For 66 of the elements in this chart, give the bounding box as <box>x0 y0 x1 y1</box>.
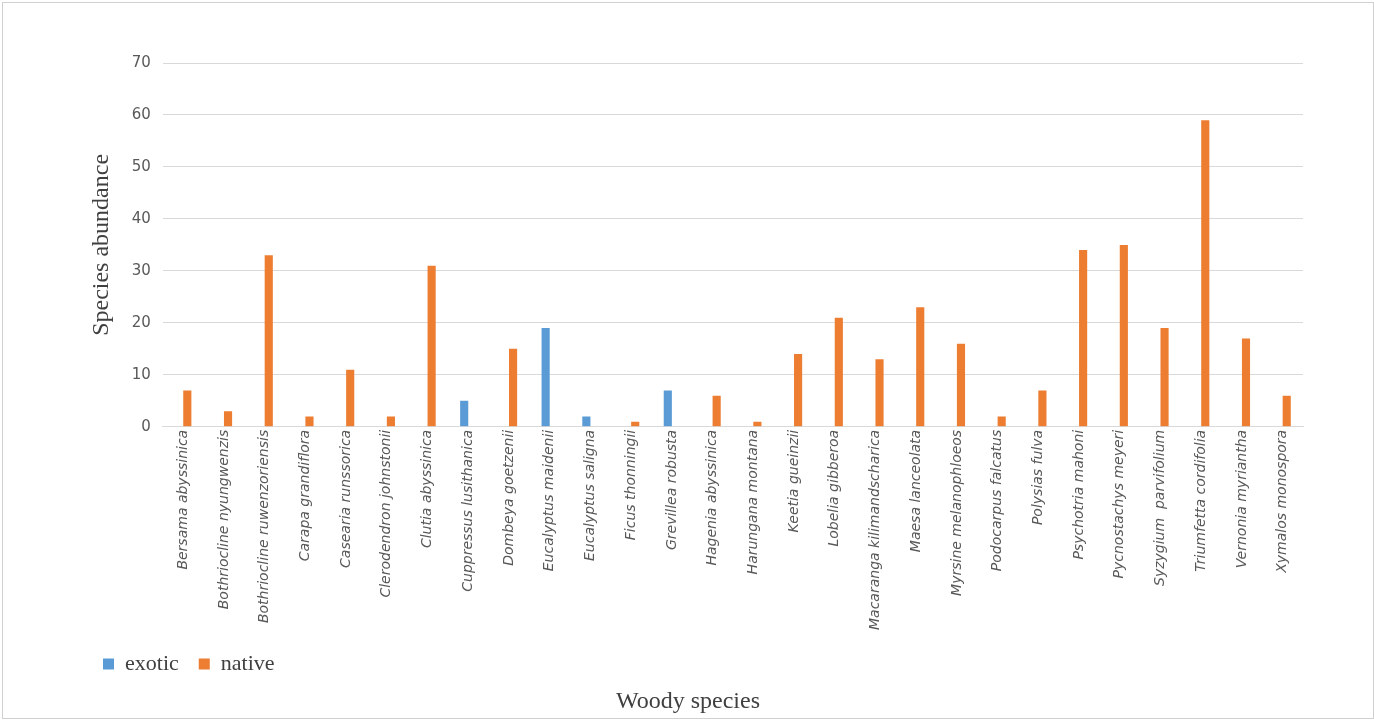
bar <box>427 265 436 427</box>
bar <box>834 317 843 427</box>
x-tick-label: Bothriocline nyungwenzis <box>214 429 231 610</box>
legend-label: exotic <box>125 649 179 675</box>
x-tick-label: Casearia runssorica <box>336 429 353 568</box>
x-tick-label: Cuppressus lusithanica <box>458 429 475 592</box>
x-tick-label: Syzygium parvifolium <box>1151 429 1168 587</box>
bar <box>1038 390 1047 427</box>
x-tick-label: Podocarpus falcatus <box>988 429 1005 572</box>
x-tick-label: Vernonia myriantha <box>1232 429 1249 569</box>
x-tick-label: Carapa grandiflora <box>296 429 313 562</box>
x-tick-label: Xymalos monospora <box>1273 429 1290 574</box>
bar <box>1160 328 1169 427</box>
x-tick-label: Eucalyptus saligna <box>581 429 598 561</box>
bar <box>582 416 591 427</box>
bar <box>1079 250 1088 427</box>
y-tick-label: 40 <box>131 208 151 227</box>
x-tick-label: Pycnostachys meyeri <box>1110 429 1127 579</box>
bar <box>183 390 192 427</box>
x-tick-label: Bersama abyssinica <box>173 429 190 570</box>
x-tick-label: Myrsine melanophloeos <box>947 429 964 596</box>
bar <box>1119 244 1128 427</box>
bar <box>223 411 233 427</box>
bar <box>460 400 469 427</box>
bar <box>1201 120 1210 427</box>
x-tick-label: Harungana montana <box>743 429 760 575</box>
bar <box>997 416 1006 427</box>
x-tick-label: Macaranga kilimandscharica <box>866 429 883 631</box>
x-tick-label: Lobelia gibberoa <box>825 429 842 547</box>
x-tick-label: Maesa lanceolata <box>906 429 923 553</box>
y-tick-label: 10 <box>131 364 151 383</box>
legend-label: native <box>220 649 275 675</box>
bar <box>663 390 672 427</box>
x-tick-label: Dombeya goetzenii <box>499 429 516 566</box>
x-tick-label: Triumfetta cordifolia <box>1191 429 1208 572</box>
y-axis-title: Species abundance <box>86 153 113 336</box>
bar <box>875 359 884 427</box>
x-tick-label: Clerodendron johnstonii <box>377 429 394 598</box>
y-tick-label: 70 <box>131 52 151 71</box>
x-tick-label: Ficus thonningii <box>621 429 638 541</box>
y-tick-label: 60 <box>131 104 151 123</box>
bar <box>386 416 395 427</box>
bar <box>1282 395 1291 427</box>
x-tick-label: Psychotria mahoni <box>1069 429 1086 560</box>
x-tick-label: Bothriocline ruwenzoriensis <box>255 429 272 624</box>
bar <box>794 354 803 427</box>
x-tick-label: Clutia abyssinica <box>418 429 435 549</box>
y-tick-label: 50 <box>131 156 151 175</box>
y-tick-label: 20 <box>131 312 151 331</box>
bar <box>541 328 550 427</box>
bar <box>916 307 925 427</box>
y-tick-label: 0 <box>141 416 151 435</box>
x-tick-label: Grevillea robusta <box>662 429 679 551</box>
x-tick-label: Keetia gueinzii <box>784 429 801 533</box>
bar <box>956 343 966 427</box>
bar <box>346 369 355 427</box>
bar <box>305 416 314 427</box>
y-tick-label: 30 <box>131 260 151 279</box>
bar <box>264 255 273 427</box>
x-tick-label: Hagenia abyssinica <box>703 429 720 566</box>
bar <box>1241 338 1251 427</box>
bar <box>508 348 518 427</box>
x-tick-label: Eucalyptus maidenii <box>540 429 557 572</box>
x-tick-label: Polysias fulva <box>1028 429 1045 526</box>
bar <box>712 395 721 427</box>
x-axis-title: Woody species <box>614 687 761 714</box>
